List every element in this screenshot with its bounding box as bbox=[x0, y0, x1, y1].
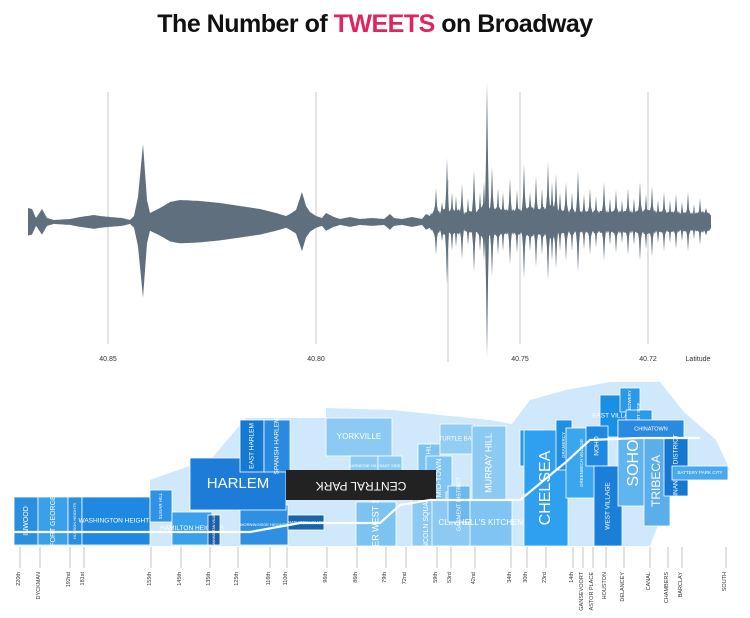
title-part-2: TWEETS bbox=[333, 10, 436, 38]
street-label: 79th bbox=[382, 572, 388, 583]
label-mid-town: MID-TOWN bbox=[434, 458, 443, 497]
street-label: 42nd bbox=[471, 572, 477, 584]
street-label: 181st bbox=[80, 572, 86, 586]
tile-central-park bbox=[286, 470, 436, 500]
tile-east-harlem bbox=[239, 419, 265, 473]
tick-label-40.80: 40.80 bbox=[307, 356, 325, 363]
street-label: 155th bbox=[147, 572, 153, 586]
street-label: 59th bbox=[433, 572, 439, 583]
tile-washington-heights bbox=[81, 496, 151, 546]
tick-label-40.72: 40.72 bbox=[639, 356, 657, 363]
street-label: 30th bbox=[523, 572, 529, 583]
label-washington-heights: WASHINGTON HEIGHTS bbox=[78, 518, 154, 525]
label-hudson-heights: HUDSON HEIGHTS bbox=[72, 503, 77, 540]
label-greenwich-village: GREENWICH VILLAGE bbox=[579, 439, 584, 487]
tile-yorkville bbox=[325, 417, 393, 457]
label-harlem: HARLEM bbox=[207, 475, 270, 492]
tweet-waveform bbox=[28, 82, 711, 358]
label-garment-district: GARMENT DISTRICT bbox=[456, 476, 462, 531]
label-manhattan-ville: MANHATTAN VILLE bbox=[212, 513, 216, 545]
tile-turtle-bay bbox=[439, 423, 475, 455]
label-battery-park-city: BATTERY PARK CITY bbox=[678, 470, 723, 475]
tile-inwood bbox=[13, 496, 39, 546]
label-noho: NOHO bbox=[594, 436, 601, 456]
street-label: BARCLAY bbox=[678, 572, 684, 598]
label-east-harlem: EAST HARLEM bbox=[249, 423, 256, 469]
street-label: 86th bbox=[353, 572, 359, 583]
label-spanish-harlem: SPANISH HARLEM bbox=[274, 418, 281, 475]
tile-manhattan-ville bbox=[207, 514, 221, 546]
street-label: HOUSTON bbox=[602, 572, 608, 599]
label-bowery: BOWERY bbox=[627, 390, 632, 410]
tile-spanish-harlem bbox=[263, 419, 291, 473]
tick-label-40.85: 40.85 bbox=[99, 356, 117, 363]
street-label: ASTOR PLACE bbox=[589, 572, 595, 611]
label-hamilton-heights: HAMILTON HEIGHTS bbox=[160, 525, 224, 532]
chart-title: The Number of TWEETS on Broadway bbox=[0, 10, 750, 39]
street-label: SOUTH bbox=[722, 572, 728, 591]
label-soho: SOHO bbox=[625, 439, 642, 486]
label-chinatown: CHINATOWN bbox=[634, 426, 667, 432]
street-label: 14th bbox=[569, 572, 575, 583]
street-label: 220th bbox=[16, 572, 22, 586]
label-east-side: EAST SIDE bbox=[380, 463, 401, 468]
broadway-route bbox=[14, 436, 700, 534]
street-label: 135th bbox=[206, 572, 212, 586]
label-hell-s-kitchen: HELL'S KITCHEN bbox=[459, 518, 523, 527]
street-label: CANAL bbox=[646, 572, 652, 590]
street-label: GANSEVOORT bbox=[579, 571, 585, 610]
label-sugar-hill: SUGAR HILL bbox=[158, 492, 163, 519]
label-central-park: CENTRAL PARK bbox=[316, 479, 407, 493]
label-carnegie-hill: CARNEGIE HILL bbox=[349, 463, 380, 468]
street-label: 34th bbox=[507, 572, 513, 583]
street-label: 116th bbox=[266, 572, 272, 585]
label-inwood: INWOOD bbox=[23, 506, 30, 536]
label-west-village: WEST VILLAGE bbox=[605, 482, 612, 530]
street-label: 53rd bbox=[447, 572, 453, 583]
x-axis-label: Latitude bbox=[686, 356, 711, 363]
title-part-3: on Broadway bbox=[434, 10, 593, 38]
label-gramercy: GRAMERCY bbox=[561, 432, 566, 458]
street-label: 145th bbox=[177, 572, 183, 586]
waveform-area bbox=[28, 82, 711, 358]
label-fort-george: FORT GEORGE bbox=[50, 495, 57, 547]
label-yorkville: YORKVILLE bbox=[337, 432, 381, 441]
label-lincoln-square: LINCOLN SQUARE bbox=[423, 492, 430, 554]
title-part-1: The Number of bbox=[157, 10, 334, 38]
latitude-tick-labels: 40.85 40.80 40.75 40.72 Latitude bbox=[99, 356, 710, 363]
tile-sugar-hill bbox=[149, 489, 173, 523]
street-label: 125th bbox=[234, 572, 240, 586]
manhattan-neighborhood-map: INWOOD FORT GEORGE HUDSON HEIGHTS WASHINGTO… bbox=[13, 382, 730, 565]
tile-hamilton-heights bbox=[171, 511, 213, 546]
street-axis: 220th DYCKMAN 192nd 181st 155th 145th 135th 125… bbox=[16, 547, 728, 611]
label-morningside-heights: MORNINGSIDE HEIGHTS bbox=[240, 522, 288, 527]
street-label: DELANCEY bbox=[620, 572, 626, 602]
street-label: 96th bbox=[323, 572, 329, 583]
label-tribeca: TRIBECA bbox=[649, 455, 663, 507]
label-murray-hill: MURRAY HILL bbox=[483, 433, 493, 493]
street-label: 110th bbox=[283, 572, 289, 585]
label-turtle-bay: TURTLE BAY bbox=[439, 437, 475, 443]
tick-label-40.75: 40.75 bbox=[511, 356, 529, 363]
street-label: 192nd bbox=[66, 572, 72, 587]
street-label: DYCKMAN bbox=[36, 572, 42, 600]
tile-murray-hill bbox=[471, 425, 507, 501]
label-east-village: EAST VILLAGE bbox=[592, 413, 638, 420]
label-clinton: CLINTON bbox=[439, 518, 474, 527]
street-label: 23rd bbox=[542, 572, 548, 583]
street-label: CHAMBERS bbox=[664, 572, 670, 604]
label-chelsea: CHELSEA bbox=[537, 450, 554, 525]
tile-fort-george bbox=[37, 496, 69, 546]
street-label: 72nd bbox=[402, 572, 408, 584]
tile-battery-park-city bbox=[671, 465, 729, 481]
